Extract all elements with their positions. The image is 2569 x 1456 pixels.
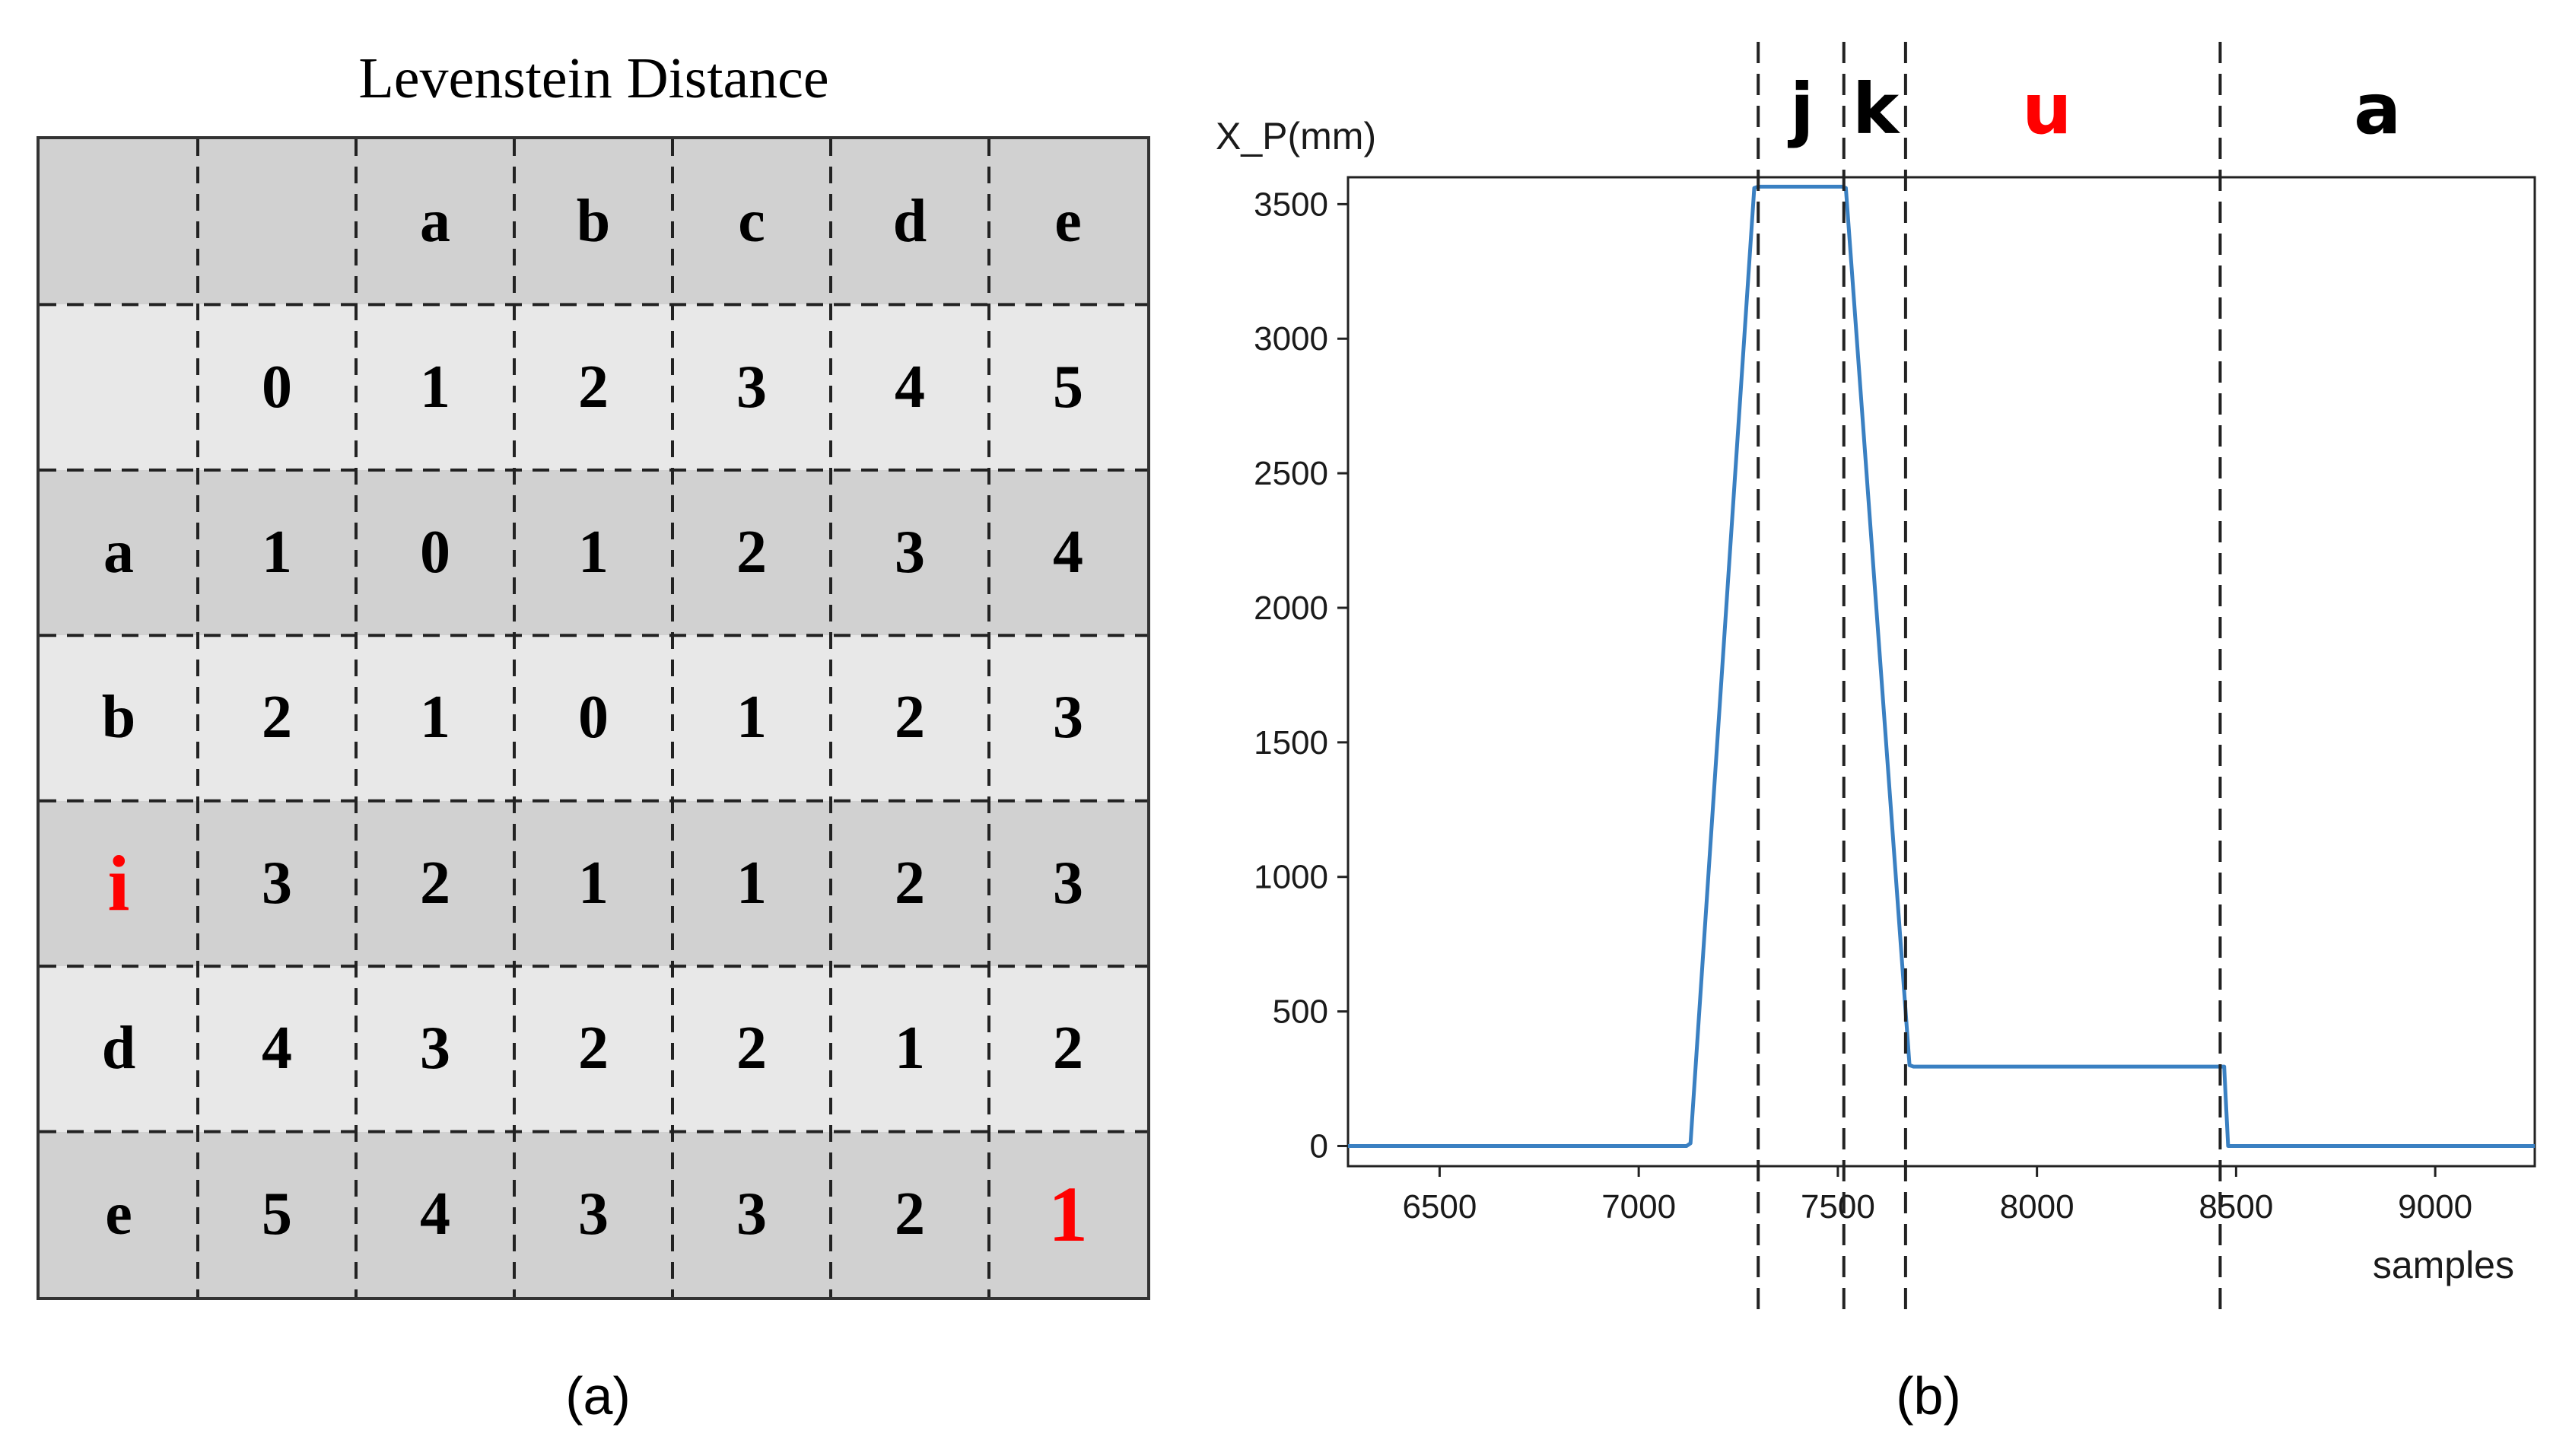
segment-label: a — [2354, 68, 2401, 150]
distance-cell: 0 — [262, 353, 292, 421]
distance-cell: 2 — [420, 849, 450, 917]
column-header-cell: c — [738, 188, 765, 256]
distance-cell: 5 — [1053, 353, 1083, 421]
distance-cell: 4 — [262, 1015, 292, 1082]
column-header-cell: b — [576, 188, 611, 256]
row-header-cell: d — [101, 1015, 136, 1082]
distance-cell: 2 — [578, 353, 609, 421]
distance-cell: 2 — [895, 849, 925, 917]
table-row: 0 1 2 3 4 5 — [40, 304, 1147, 470]
distance-cell: 1 — [262, 519, 292, 587]
y-tick-label: 2500 — [1254, 455, 1328, 492]
distance-cell: 2 — [262, 684, 292, 752]
y-tick-label: 1000 — [1254, 859, 1328, 896]
segment-label: j — [1787, 68, 1814, 150]
distance-cell: 2 — [736, 519, 767, 587]
y-tick-label: 3500 — [1254, 186, 1328, 223]
distance-cell: 3 — [736, 1180, 767, 1248]
table-title: Levenstein Distance — [358, 46, 829, 110]
panel-b-caption: (b) — [1896, 1366, 1961, 1426]
distance-cell: 0 — [420, 519, 450, 587]
distance-cell: 2 — [1053, 1015, 1083, 1082]
distance-cell: 4 — [420, 1180, 450, 1248]
plot-frame — [1346, 176, 2536, 1168]
x-tick-label: 9000 — [2398, 1188, 2472, 1226]
y-tick-label: 500 — [1273, 993, 1328, 1031]
distance-cell: 2 — [578, 1015, 609, 1082]
distance-cell: 1 — [420, 353, 450, 421]
y-tick-label: 1500 — [1254, 724, 1328, 761]
column-header-cell: d — [892, 188, 927, 256]
table-row: a 1 0 1 2 3 4 — [40, 469, 1147, 636]
segment-label: k — [1852, 68, 1900, 150]
x-tick-label: 8000 — [2000, 1188, 2075, 1226]
y-axis-label: X_P(mm) — [1216, 115, 1376, 157]
distance-cell: 1 — [736, 684, 767, 752]
distance-cell: 0 — [578, 684, 609, 752]
distance-cell: 3 — [736, 353, 767, 421]
distance-cell: 3 — [578, 1180, 609, 1248]
x-tick-label: 8500 — [2199, 1188, 2273, 1226]
distance-cell: 3 — [1053, 849, 1083, 917]
y-tick-label: 0 — [1310, 1127, 1328, 1165]
distance-cell: 5 — [262, 1180, 292, 1248]
distance-cell: 3 — [1053, 684, 1083, 752]
x-tick-label: 7000 — [1601, 1188, 1676, 1226]
distance-cell: 4 — [1053, 519, 1083, 587]
distance-cell: 3 — [420, 1015, 450, 1082]
y-tick-label: 2000 — [1254, 590, 1328, 627]
row-header-cell: e — [105, 1180, 132, 1248]
segment-label: u — [2022, 68, 2072, 150]
distance-cell: 2 — [895, 1180, 925, 1248]
distance-cell: 1 — [578, 519, 609, 587]
table-header-row: a b c d e — [40, 139, 1147, 305]
distance-cell: 4 — [895, 353, 925, 421]
distance-cell: 2 — [895, 684, 925, 752]
row-header-cell: b — [101, 684, 136, 752]
distance-cell: 1 — [895, 1015, 925, 1082]
distance-cell: 1 — [736, 849, 767, 917]
distance-cell: 1 — [578, 849, 609, 917]
series-line — [1348, 184, 2535, 1148]
table-row: i 3 2 1 1 2 3 — [40, 800, 1147, 967]
x-tick-label: 6500 — [1402, 1188, 1477, 1226]
table-row: b 2 1 0 1 2 3 — [40, 635, 1147, 801]
panel-a-caption: (a) — [565, 1366, 631, 1426]
distance-cell: 3 — [262, 849, 292, 917]
table-row: d 4 3 2 2 1 2 — [40, 966, 1147, 1132]
distance-cell: 3 — [895, 519, 925, 587]
table-row: e 5 4 3 3 2 1 — [40, 1131, 1147, 1297]
y-tick-label: 3000 — [1254, 320, 1328, 358]
distance-cell: 2 — [736, 1015, 767, 1082]
row-header-cell: a — [103, 519, 134, 587]
column-header-cell: a — [420, 188, 450, 256]
row-header-cell: i — [107, 839, 130, 927]
column-header-cell: e — [1054, 188, 1082, 256]
distance-cell: 1 — [420, 684, 450, 752]
x-axis-label: samples — [2373, 1244, 2514, 1286]
final-distance-cell: 1 — [1048, 1170, 1088, 1258]
x-tick-label: 7500 — [1801, 1188, 1875, 1226]
